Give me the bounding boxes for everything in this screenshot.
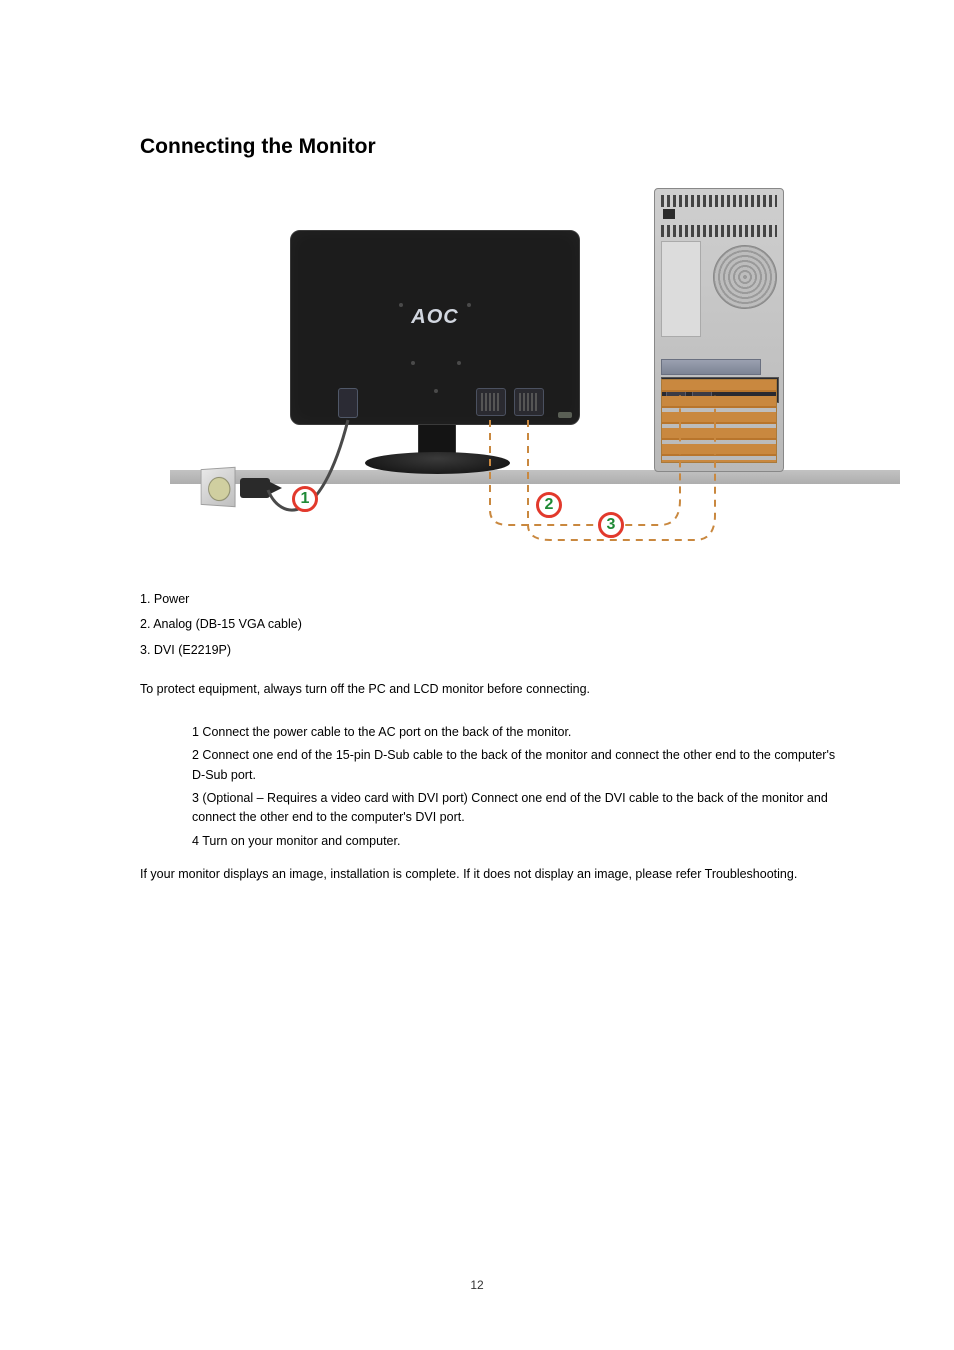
psu-switch-icon (663, 209, 675, 219)
monitor-stand-neck (418, 425, 456, 455)
psu-vent-icon (661, 225, 777, 237)
legend-list: 1. Power 2. Analog (DB-15 VGA cable) 3. … (140, 590, 840, 666)
monitor-dsub-port (476, 388, 506, 416)
instruction-step-4: 4 Turn on your monitor and computer. (192, 832, 840, 851)
closing-note: If your monitor displays an image, insta… (140, 865, 840, 884)
instruction-intro: To protect equipment, always turn off th… (140, 680, 840, 699)
monitor-dvi-port (514, 388, 544, 416)
instruction-step-2: 2 Connect one end of the 15-pin D-Sub ca… (192, 746, 840, 785)
connection-diagram: AOC (140, 180, 840, 560)
pc-tower-rear (654, 188, 784, 472)
monitor-brand-logo: AOC (411, 306, 458, 329)
instruction-step-1: 1 Connect the power cable to the AC port… (192, 723, 840, 742)
vesa-screw-icon (399, 303, 403, 307)
legend-item-3: 3. DVI (E2219P) (140, 641, 840, 660)
legend-item-2: 2. Analog (DB-15 VGA cable) (140, 615, 840, 634)
vesa-screw-icon (411, 361, 415, 365)
page-number: 12 (0, 1278, 954, 1292)
callout-1: 1 (292, 486, 318, 512)
legend-item-1: 1. Power (140, 590, 840, 609)
vesa-screw-icon (434, 389, 438, 393)
pci-slot-covers (661, 379, 777, 463)
callout-2: 2 (536, 492, 562, 518)
wall-outlet-icon (201, 467, 236, 508)
monitor-status-led (558, 412, 572, 418)
case-fan-icon (713, 245, 777, 309)
mb-io-plate (661, 359, 761, 375)
vesa-screw-icon (467, 303, 471, 307)
monitor-power-port (338, 388, 358, 418)
io-shield (661, 241, 701, 337)
instruction-step-3: 3 (Optional – Requires a video card with… (192, 789, 840, 828)
section-heading: Connecting the Monitor (140, 135, 376, 159)
power-plug-icon (240, 478, 270, 498)
document-page: Connecting the Monitor AOC (0, 0, 954, 1350)
callout-3: 3 (598, 512, 624, 538)
monitor-stand-base (365, 452, 510, 474)
vesa-screw-icon (457, 361, 461, 365)
instruction-block: To protect equipment, always turn off th… (140, 680, 840, 855)
psu-vent-icon (661, 195, 777, 207)
